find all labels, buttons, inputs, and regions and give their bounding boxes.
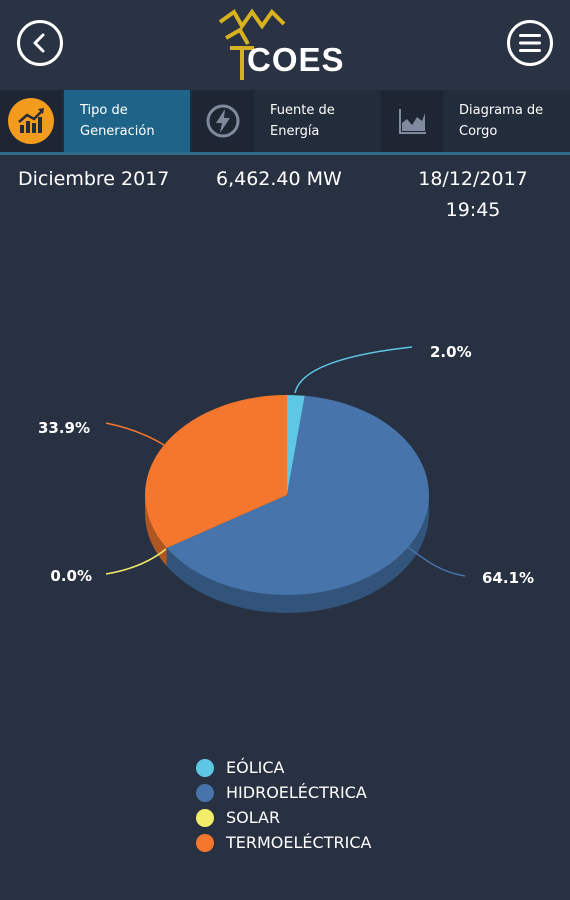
back-arrow-icon [33,33,45,53]
chart-up-icon [8,98,54,144]
power-value: 6,462.40 MW [216,168,342,190]
data-label-solar: 0.0% [50,567,92,585]
legend-label: EÓLICA [226,758,285,777]
leader-line-termoeléctrica [105,422,165,446]
pie-slice-hidroeléctrica[interactable] [166,395,429,595]
tab-bar: Tipo de Generación Fuente de Energía Dia… [0,90,570,155]
lightning-icon [206,104,240,138]
legend-item-solar[interactable]: SOLAR [196,805,371,830]
logo-text: COES [247,41,345,78]
date-value: 18/12/2017 [418,168,528,190]
leader-line-eólica [294,346,413,394]
tab-tipo-generacion[interactable]: Tipo de Generación [0,90,190,152]
tab-icon-box [0,90,62,152]
datetime: 18/12/2017 19:45 [408,164,538,226]
tab-fuente-energia[interactable]: Fuente de Energía [192,90,378,152]
tab-label: Fuente de Energía [270,103,335,139]
legend-label: HIDROELÉCTRICA [226,783,367,802]
legend-swatch [196,808,214,827]
leader-line-hidroeléctrica [404,544,466,577]
legend-swatch [196,783,214,802]
pie-slice-termoeléctrica[interactable] [145,395,287,549]
legend-swatch [196,758,214,777]
chart-legend: EÓLICA HIDROELÉCTRICA SOLAR TERMOELÉCTRI… [196,755,371,855]
legend-label: SOLAR [226,808,281,827]
data-label-hidroeléctrica: 64.1% [482,569,534,587]
pie-side-hidroeléctrica [166,495,429,613]
pie-chart: 2.0% 64.1% 0.0% 33.9% [38,343,534,613]
legend-item-termoelectrica[interactable]: TERMOELÉCTRICA [196,830,371,855]
area-chart-icon [399,109,426,134]
data-label-eólica: 2.0% [430,343,472,361]
legend-label: TERMOELÉCTRICA [226,833,372,852]
pie-side-termoeléctrica [145,495,167,567]
coes-logo-mark [218,8,286,80]
tab-icon-box [381,90,443,152]
hamburger-menu-icon [519,34,541,52]
top-bar: COES [0,0,570,90]
leader-line-solar [105,548,167,575]
tab-label: Tipo de Generación [64,90,190,152]
tab-label: Diagrama de Corgo [459,103,544,139]
coes-logo: COES [212,8,362,82]
data-label-termoeléctrica: 33.9% [38,419,90,437]
tab-icon-box [192,90,254,152]
time-value: 19:45 [445,199,501,221]
legend-swatch [196,833,214,852]
legend-item-hidroelectrica[interactable]: HIDROELÉCTRICA [196,780,371,805]
back-button[interactable] [17,20,63,66]
legend-item-eolica[interactable]: EÓLICA [196,755,371,780]
period-label: Diciembre 2017 [18,168,170,190]
menu-button[interactable] [507,20,553,66]
pie-slice-eólica[interactable] [287,395,305,495]
tab-diagrama[interactable]: Diagrama de Corgo [381,90,570,152]
